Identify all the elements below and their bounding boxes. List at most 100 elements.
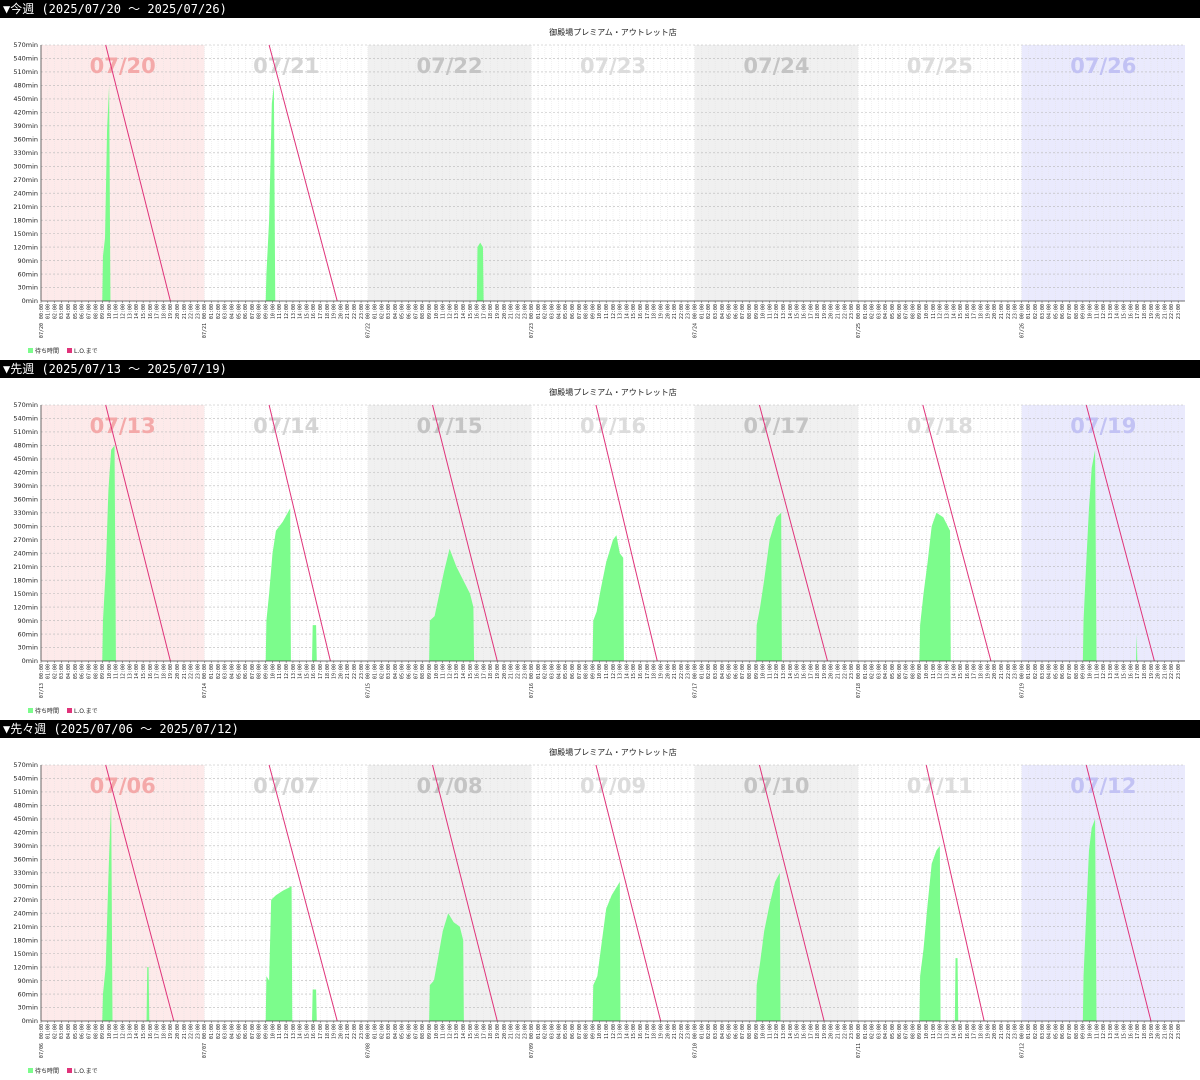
- section-header-text: ▼今週 (2025/07/20 〜 2025/07/26): [3, 2, 227, 16]
- x-tick-label: 10:00: [107, 304, 113, 319]
- x-tick-label: 17:00: [972, 664, 978, 679]
- x-tick-label: 09:00: [427, 304, 433, 319]
- legend-label-lo: L.O.まで: [74, 348, 98, 355]
- x-tick-label: 03:00: [876, 304, 882, 319]
- x-tick-label: 04:00: [66, 304, 72, 319]
- y-tick-label: 240min: [13, 549, 38, 557]
- x-tick-label: 10:00: [1087, 1024, 1093, 1039]
- x-tick-label: 16:00: [965, 664, 971, 679]
- x-tick-label: 18:00: [815, 664, 821, 679]
- x-date-label: 07/25: [856, 323, 862, 338]
- y-tick-label: 270min: [13, 176, 38, 184]
- wait-time-area: [1082, 818, 1097, 1021]
- x-tick-label: 12:00: [774, 304, 780, 319]
- x-tick-label: 06:00: [570, 664, 576, 679]
- x-tick-label: 10:00: [924, 664, 930, 679]
- x-tick-label: 17:00: [318, 1024, 324, 1039]
- x-tick-label: 16:00: [801, 664, 807, 679]
- x-tick-label: 21:00: [182, 664, 188, 679]
- x-tick-label: 11:00: [767, 664, 773, 679]
- y-tick-label: 240min: [13, 909, 38, 917]
- x-tick-label: 03:00: [876, 1024, 882, 1039]
- x-tick-label: 22:00: [515, 664, 521, 679]
- x-date-label: 07/09: [529, 1043, 535, 1058]
- x-tick-label: 03:00: [59, 304, 65, 319]
- x-tick-label: 22:00: [1006, 1024, 1012, 1039]
- x-tick-label: 06:00: [80, 1024, 86, 1039]
- x-tick-label: 17:00: [155, 664, 161, 679]
- x-tick-label: 05:00: [563, 304, 569, 319]
- y-tick-label: 210min: [13, 203, 38, 211]
- x-tick-label: 12:00: [611, 304, 617, 319]
- x-tick-label: 04:00: [1047, 664, 1053, 679]
- x-tick-label: 06:00: [243, 664, 249, 679]
- x-tick-label: 12:00: [121, 304, 127, 319]
- x-tick-label: 22:00: [515, 1024, 521, 1039]
- x-tick-label: 15:00: [1122, 664, 1128, 679]
- legend-label-lo: L.O.まで: [74, 1068, 98, 1075]
- x-tick-label: 12:00: [447, 1024, 453, 1039]
- x-tick-label: 08:00: [257, 664, 263, 679]
- x-tick-label: 14:00: [624, 1024, 630, 1039]
- wait-time-chart: 御殿場プレミアム・アウトレット店 0min 30min 60min 90min 120mi…: [13, 747, 1185, 1075]
- x-tick-label: 08:00: [257, 1024, 263, 1039]
- x-tick-label: 04:00: [66, 664, 72, 679]
- x-tick-label: 09:00: [754, 1024, 760, 1039]
- x-tick-label: 04:00: [393, 1024, 399, 1039]
- x-tick-label: 05:00: [727, 304, 733, 319]
- x-tick-label: 08:00: [747, 1024, 753, 1039]
- x-tick-label: 09:00: [100, 664, 106, 679]
- x-tick-label: 16:00: [311, 1024, 317, 1039]
- x-tick-label: 13:00: [127, 664, 133, 679]
- x-tick-label: 02:00: [706, 664, 712, 679]
- x-tick-label: 07:00: [413, 1024, 419, 1039]
- x-tick-label: 11:00: [931, 664, 937, 679]
- x-tick-label: 10:00: [270, 664, 276, 679]
- x-tick-label: 20:00: [665, 304, 671, 319]
- x-tick-label: 07:00: [904, 1024, 910, 1039]
- x-tick-label: 19:00: [495, 304, 501, 319]
- x-tick-label: 21:00: [182, 1024, 188, 1039]
- y-tick-label: 180min: [13, 936, 38, 944]
- x-tick-label: 19:00: [332, 1024, 338, 1039]
- y-tick-label: 390min: [13, 842, 38, 850]
- x-tick-label: 10:00: [761, 304, 767, 319]
- x-tick-label: 14:00: [1115, 1024, 1121, 1039]
- x-tick-label: 00:00: [366, 1024, 372, 1039]
- day-watermark-label: 07/15: [417, 414, 483, 438]
- x-tick-label: 17:00: [972, 1024, 978, 1039]
- chart-title: 御殿場プレミアム・アウトレット店: [549, 27, 676, 37]
- x-tick-label: 23:00: [686, 304, 692, 319]
- x-tick-label: 19:00: [1149, 664, 1155, 679]
- chart-section-last-week: ▼先週 (2025/07/13 〜 2025/07/19) 御殿場プレミアム・ア…: [0, 360, 1200, 720]
- x-tick-label: 21:00: [509, 304, 515, 319]
- x-tick-label: 04:00: [229, 1024, 235, 1039]
- lo-line: [922, 404, 992, 662]
- x-tick-label: 10:00: [761, 664, 767, 679]
- x-tick-label: 13:00: [454, 1024, 460, 1039]
- lo-line: [105, 44, 171, 302]
- x-tick-label: 03:00: [713, 304, 719, 319]
- x-tick-label: 11:00: [931, 304, 937, 319]
- x-tick-label: 18:00: [652, 304, 658, 319]
- x-tick-label: 07:00: [86, 1024, 92, 1039]
- x-tick-label: 16:00: [1128, 304, 1134, 319]
- y-tick-label: 90min: [17, 257, 38, 265]
- x-tick-label: 11:00: [277, 304, 283, 319]
- x-tick-label: 01:00: [1026, 1024, 1032, 1039]
- wait-time-area: [265, 508, 317, 661]
- y-tick-label: 450min: [13, 455, 38, 463]
- x-tick-label: 18:00: [979, 304, 985, 319]
- x-tick-label: 08:00: [257, 304, 263, 319]
- x-tick-label: 20:00: [502, 664, 508, 679]
- x-tick-label: 13:00: [944, 304, 950, 319]
- x-tick-label: 18:00: [1142, 664, 1148, 679]
- x-tick-label: 16:00: [148, 1024, 154, 1039]
- x-tick-label: 05:00: [236, 664, 242, 679]
- y-tick-label: 540min: [13, 775, 38, 783]
- y-tick-label: 510min: [13, 428, 38, 436]
- wait-time-area: [592, 535, 624, 661]
- x-tick-label: 13:00: [127, 304, 133, 319]
- x-tick-label: 21:00: [1162, 304, 1168, 319]
- x-tick-label: 19:00: [985, 1024, 991, 1039]
